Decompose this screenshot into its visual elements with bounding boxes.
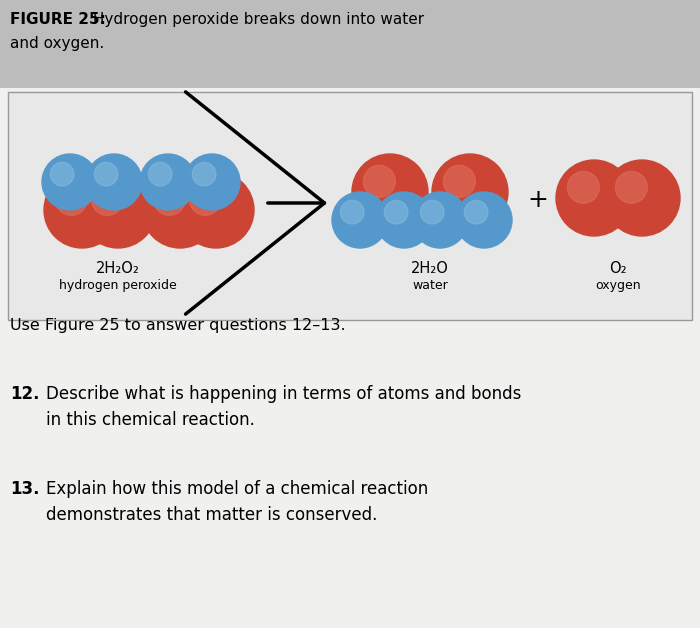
Circle shape (464, 200, 488, 224)
Circle shape (332, 192, 388, 248)
Circle shape (421, 200, 444, 224)
Text: oxygen: oxygen (595, 279, 640, 292)
Text: O₂: O₂ (609, 261, 626, 276)
Circle shape (140, 154, 196, 210)
Circle shape (363, 165, 395, 197)
Circle shape (142, 172, 218, 248)
Circle shape (55, 183, 88, 215)
Circle shape (94, 163, 118, 186)
Text: 13.: 13. (10, 480, 39, 498)
Circle shape (193, 163, 216, 186)
Circle shape (148, 163, 172, 186)
Text: in this chemical reaction.: in this chemical reaction. (46, 411, 255, 429)
Circle shape (384, 200, 408, 224)
Text: and oxygen.: and oxygen. (10, 36, 104, 51)
Circle shape (412, 192, 468, 248)
Text: water: water (412, 279, 448, 292)
Circle shape (153, 183, 186, 215)
Circle shape (86, 154, 142, 210)
Bar (8, 92, 692, 320)
Circle shape (184, 154, 240, 210)
Circle shape (615, 171, 648, 203)
Text: +: + (528, 188, 548, 212)
Circle shape (80, 172, 156, 248)
Circle shape (456, 192, 512, 248)
Circle shape (432, 154, 508, 230)
Circle shape (604, 160, 680, 236)
Circle shape (556, 160, 632, 236)
Circle shape (443, 165, 475, 197)
Text: 2H₂O₂: 2H₂O₂ (96, 261, 140, 276)
Text: demonstrates that matter is conserved.: demonstrates that matter is conserved. (46, 506, 377, 524)
Circle shape (50, 163, 74, 186)
Text: Use Figure 25 to answer questions 12–13.: Use Figure 25 to answer questions 12–13. (10, 318, 346, 333)
Text: 12.: 12. (10, 385, 39, 403)
Circle shape (352, 154, 428, 230)
Bar (0, 0, 700, 88)
Circle shape (340, 200, 364, 224)
Circle shape (44, 172, 120, 248)
Text: Describe what is happening in terms of atoms and bonds: Describe what is happening in terms of a… (46, 385, 522, 403)
Circle shape (92, 183, 123, 215)
Circle shape (376, 192, 432, 248)
Circle shape (190, 183, 221, 215)
Circle shape (178, 172, 254, 248)
Text: FIGURE 25:: FIGURE 25: (10, 12, 106, 27)
Circle shape (42, 154, 98, 210)
Text: hydrogen peroxide: hydrogen peroxide (59, 279, 177, 292)
Circle shape (568, 171, 599, 203)
Text: Hydrogen peroxide breaks down into water: Hydrogen peroxide breaks down into water (88, 12, 424, 27)
Text: Explain how this model of a chemical reaction: Explain how this model of a chemical rea… (46, 480, 428, 498)
Text: 2H₂O: 2H₂O (411, 261, 449, 276)
